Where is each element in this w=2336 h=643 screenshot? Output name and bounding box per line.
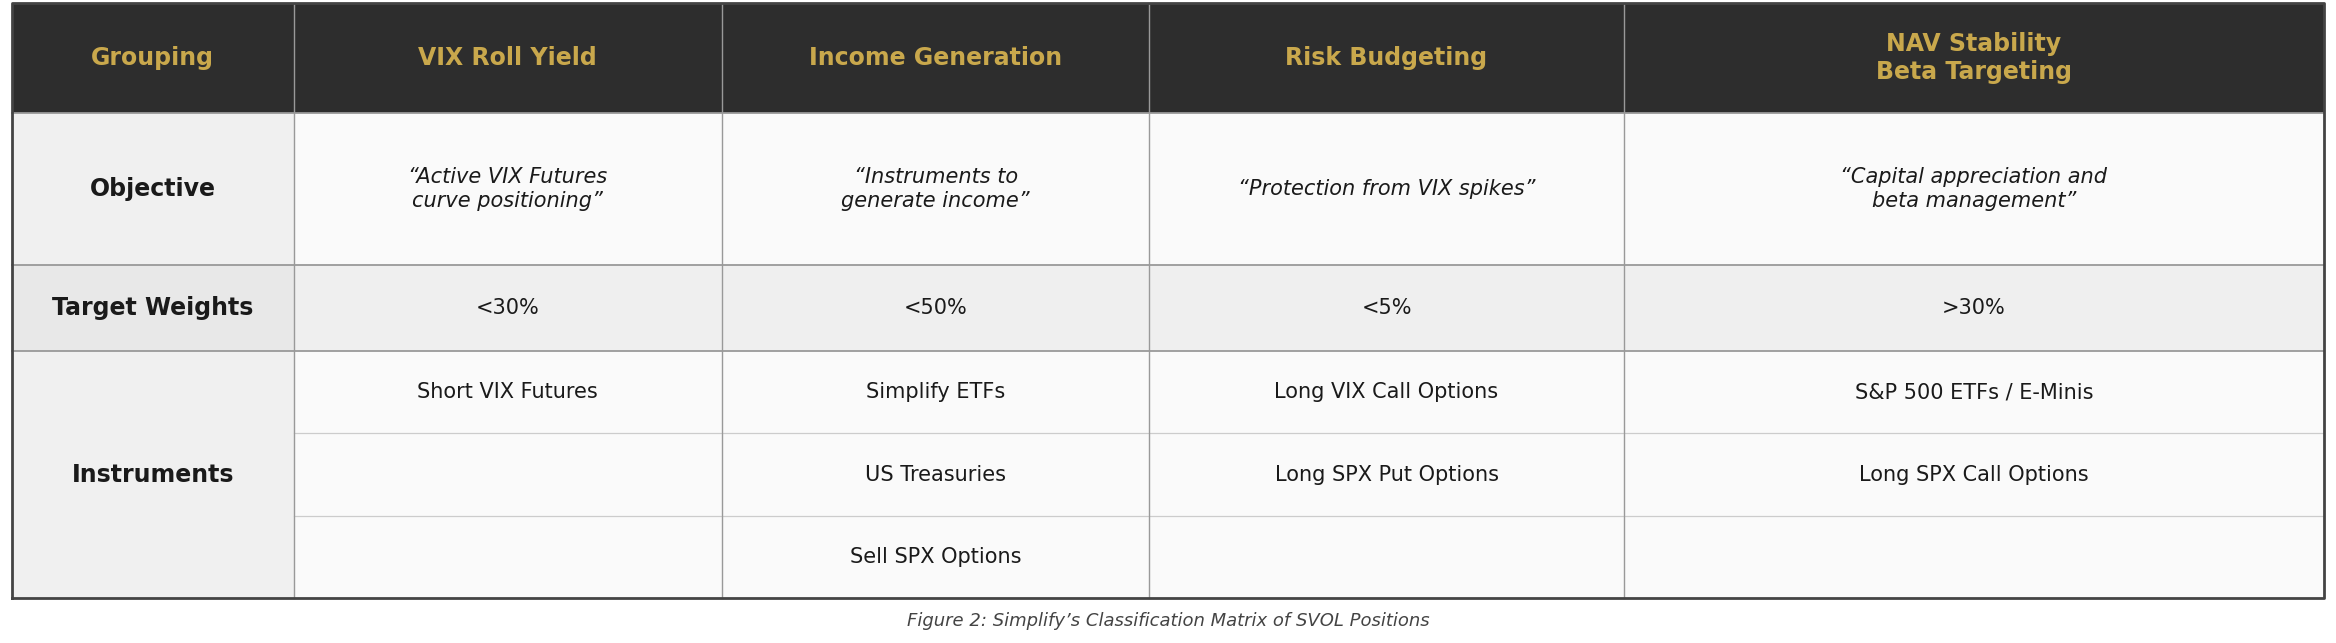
Text: Simplify ETFs: Simplify ETFs — [867, 383, 1004, 403]
Text: Sell SPX Options: Sell SPX Options — [850, 547, 1021, 567]
Bar — [1624, 516, 2324, 598]
Bar — [294, 433, 722, 516]
Text: Target Weights: Target Weights — [51, 296, 252, 320]
Text: VIX Roll Yield: VIX Roll Yield — [418, 46, 598, 70]
Text: >30%: >30% — [1941, 298, 2007, 318]
Bar — [722, 516, 1149, 598]
Text: Objective: Objective — [89, 177, 215, 201]
Bar — [722, 113, 1149, 265]
Bar — [1149, 516, 1624, 598]
Bar — [1624, 433, 2324, 516]
Bar — [722, 433, 1149, 516]
Text: “Protection from VIX spikes”: “Protection from VIX spikes” — [1238, 179, 1535, 199]
Bar — [12, 3, 294, 113]
Text: <5%: <5% — [1362, 298, 1411, 318]
Text: S&P 500 ETFs / E-Minis: S&P 500 ETFs / E-Minis — [1855, 383, 2093, 403]
Text: Instruments: Instruments — [72, 462, 234, 487]
Text: NAV Stability
Beta Targeting: NAV Stability Beta Targeting — [1876, 32, 2072, 84]
Text: Long SPX Put Options: Long SPX Put Options — [1275, 465, 1500, 485]
Bar — [1149, 265, 1624, 351]
Bar — [1149, 3, 1624, 113]
Bar — [1624, 3, 2324, 113]
Bar — [1624, 265, 2324, 351]
Text: <50%: <50% — [904, 298, 967, 318]
Text: US Treasuries: US Treasuries — [864, 465, 1007, 485]
Bar — [722, 265, 1149, 351]
Text: Grouping: Grouping — [91, 46, 215, 70]
Bar — [12, 265, 294, 351]
Bar — [722, 3, 1149, 113]
Text: Risk Budgeting: Risk Budgeting — [1285, 46, 1488, 70]
Bar — [294, 113, 722, 265]
Text: Long VIX Call Options: Long VIX Call Options — [1275, 383, 1500, 403]
Bar — [294, 265, 722, 351]
Bar — [12, 113, 294, 265]
Bar — [722, 351, 1149, 433]
Bar — [12, 351, 294, 598]
Text: <30%: <30% — [477, 298, 540, 318]
Text: “Instruments to
generate income”: “Instruments to generate income” — [841, 167, 1030, 211]
Bar — [1149, 351, 1624, 433]
Text: “Capital appreciation and
beta management”: “Capital appreciation and beta managemen… — [1841, 167, 2107, 211]
Bar — [294, 351, 722, 433]
Bar — [294, 516, 722, 598]
Text: Income Generation: Income Generation — [808, 46, 1063, 70]
Bar — [1149, 113, 1624, 265]
Bar — [1624, 351, 2324, 433]
Text: Short VIX Futures: Short VIX Futures — [418, 383, 598, 403]
Bar — [294, 3, 722, 113]
Bar — [1149, 433, 1624, 516]
Text: “Active VIX Futures
curve positioning”: “Active VIX Futures curve positioning” — [409, 167, 607, 211]
Text: Long SPX Call Options: Long SPX Call Options — [1859, 465, 2088, 485]
Bar — [1624, 113, 2324, 265]
Text: Figure 2: Simplify’s Classification Matrix of SVOL Positions: Figure 2: Simplify’s Classification Matr… — [906, 612, 1430, 630]
